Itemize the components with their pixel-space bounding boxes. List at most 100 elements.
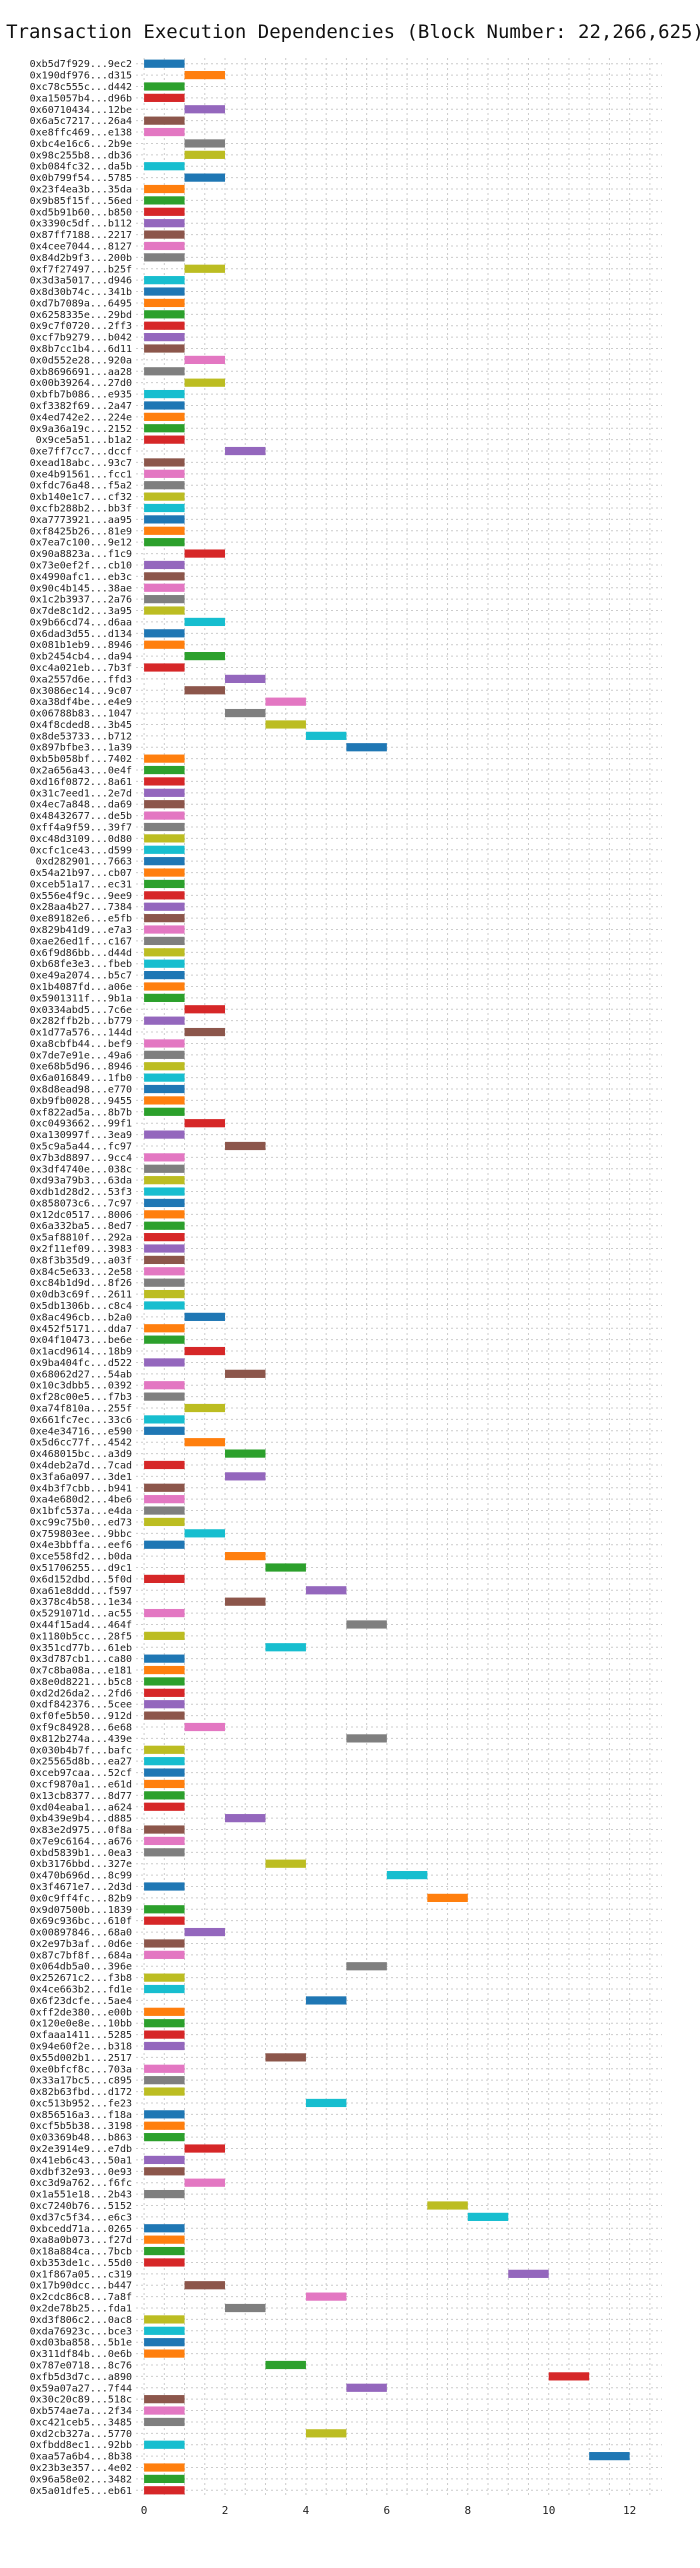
bar — [346, 1620, 387, 1629]
y-tick-label: 0xf28c00e5...f7b3 — [30, 1392, 132, 1403]
y-tick-label: 0xa2557d6e...ffd3 — [30, 674, 132, 685]
bar — [144, 1825, 185, 1834]
bar — [144, 891, 185, 900]
y-tick-label: 0x03369b48...b863 — [30, 2133, 132, 2144]
y-tick-label: 0x4ed742e2...224e — [30, 412, 132, 423]
bar — [144, 948, 185, 957]
bar — [144, 788, 185, 797]
bar — [265, 1859, 306, 1868]
y-tick-label: 0x90c4b145...38ae — [30, 583, 132, 594]
bar — [144, 1210, 185, 1219]
x-tick-labels: 0 2 4 6 8 10 12 — [141, 2504, 636, 2517]
y-tick-label: 0xd2d26da2...2fd6 — [30, 1688, 132, 1699]
bar — [346, 2383, 387, 2392]
bar — [184, 686, 226, 695]
bar — [144, 925, 185, 934]
bar — [184, 2178, 226, 2187]
bar — [144, 2417, 185, 2427]
bar — [184, 139, 226, 148]
y-tick-label: 0x2a656a43...0e4f — [30, 766, 132, 777]
y-tick-label: 0x82b63fbd...d172 — [30, 2087, 132, 2098]
bar — [144, 1848, 185, 1857]
bar — [144, 93, 185, 102]
bar — [144, 1084, 185, 1094]
bar — [144, 1233, 185, 1242]
bar — [144, 1267, 185, 1276]
y-tick-label: 0x556e4f9c...9ee9 — [30, 891, 132, 902]
y-tick-label: 0x0b799f54...5785 — [30, 173, 132, 184]
bar — [144, 1939, 185, 1948]
bar — [144, 1062, 185, 1071]
bar — [386, 1871, 428, 1880]
y-tick-label: 0xe4e34716...e590 — [30, 1426, 132, 1437]
bar — [184, 1529, 226, 1538]
bar — [144, 1506, 185, 1515]
bar — [144, 845, 185, 854]
bar — [144, 241, 185, 251]
bar — [144, 1301, 185, 1310]
bar — [144, 2076, 185, 2085]
bar — [144, 1244, 185, 1253]
y-tick-label: 0x661fc7ec...33c6 — [30, 1415, 132, 1426]
bar — [144, 2041, 185, 2051]
y-tick-label: 0x4990afc1...eb3c — [30, 572, 132, 583]
y-tick-label: 0x9ba404fc...d522 — [30, 1358, 132, 1369]
y-tick-label: 0x0db3c69f...2611 — [30, 1290, 132, 1301]
bar — [144, 298, 185, 308]
bar — [144, 2224, 185, 2233]
bar — [144, 1973, 185, 1982]
bar — [144, 2326, 185, 2335]
y-tick-label: 0xd282901...7663 — [36, 857, 132, 868]
y-tick-label: 0x897bfbe3...1a39 — [30, 743, 132, 754]
y-tick-label: 0x73e0ef2f...cb10 — [30, 560, 132, 571]
y-tick-label: 0x18a884ca...7bcb — [30, 2247, 132, 2258]
y-tick-label: 0x9d07500b...1839 — [30, 1905, 132, 1916]
bar — [144, 2167, 185, 2176]
bar — [144, 1495, 185, 1504]
bar — [144, 59, 185, 68]
bar — [184, 2281, 226, 2290]
bar — [144, 1768, 185, 1777]
bar — [265, 720, 306, 729]
y-tick-label: 0x8e0d8221...b5c8 — [30, 1677, 132, 1688]
bar — [265, 1643, 306, 1652]
y-tick-label: 0x31c7eed1...2e7d — [30, 788, 132, 799]
bar — [144, 2064, 185, 2073]
y-tick-label: 0x90a8823a...f1c9 — [30, 549, 132, 560]
bar — [225, 1369, 266, 1378]
y-tick-label: 0xc99c75b0...ed73 — [30, 1517, 132, 1528]
y-tick-label: 0x0d552e28...920a — [30, 355, 132, 366]
y-tick-label: 0x856516a3...f18a — [30, 2110, 132, 2121]
y-tick-label: 0x6a016849...1fb0 — [30, 1073, 132, 1084]
y-tick-label: 0xff2de380...e00b — [30, 2007, 132, 2018]
bar — [184, 549, 226, 558]
bar — [144, 333, 185, 342]
bar — [144, 2007, 185, 2016]
y-tick-label: 0xa4e680d2...4be6 — [30, 1495, 132, 1506]
y-tick-label: 0x7e9c6164...a676 — [30, 1836, 132, 1847]
bar — [225, 1552, 266, 1561]
y-tick-label: 0xe89182e6...e5fb — [30, 914, 132, 925]
bar — [144, 492, 185, 501]
y-tick-label: 0x2de78b25...fda1 — [30, 2304, 132, 2315]
bar — [144, 526, 185, 535]
y-tick-label: 0x378c4b58...1e34 — [30, 1597, 132, 1608]
bar — [144, 1540, 185, 1549]
grid — [136, 58, 662, 2496]
y-tick-label: 0x6f9d86bb...d44d — [30, 948, 132, 959]
bar — [144, 1096, 185, 1105]
bar — [144, 595, 185, 604]
bar — [144, 902, 185, 911]
bar — [144, 389, 185, 399]
bar — [144, 1255, 185, 1265]
y-tick-label: 0x6a332ba5...8ed7 — [30, 1221, 132, 1232]
y-tick-label: 0xe7ff7cc7...dccf — [30, 447, 132, 458]
bar — [184, 173, 226, 182]
bar — [265, 2053, 306, 2062]
y-tick-label: 0x8de53733...b712 — [30, 731, 132, 742]
y-tick-label: 0xceb51a17...ec31 — [30, 879, 132, 890]
y-tick-label: 0xd37c5f34...e6c3 — [30, 2212, 132, 2223]
bar — [144, 2030, 185, 2039]
y-tick-label: 0xb353de1c...55d0 — [30, 2258, 132, 2269]
